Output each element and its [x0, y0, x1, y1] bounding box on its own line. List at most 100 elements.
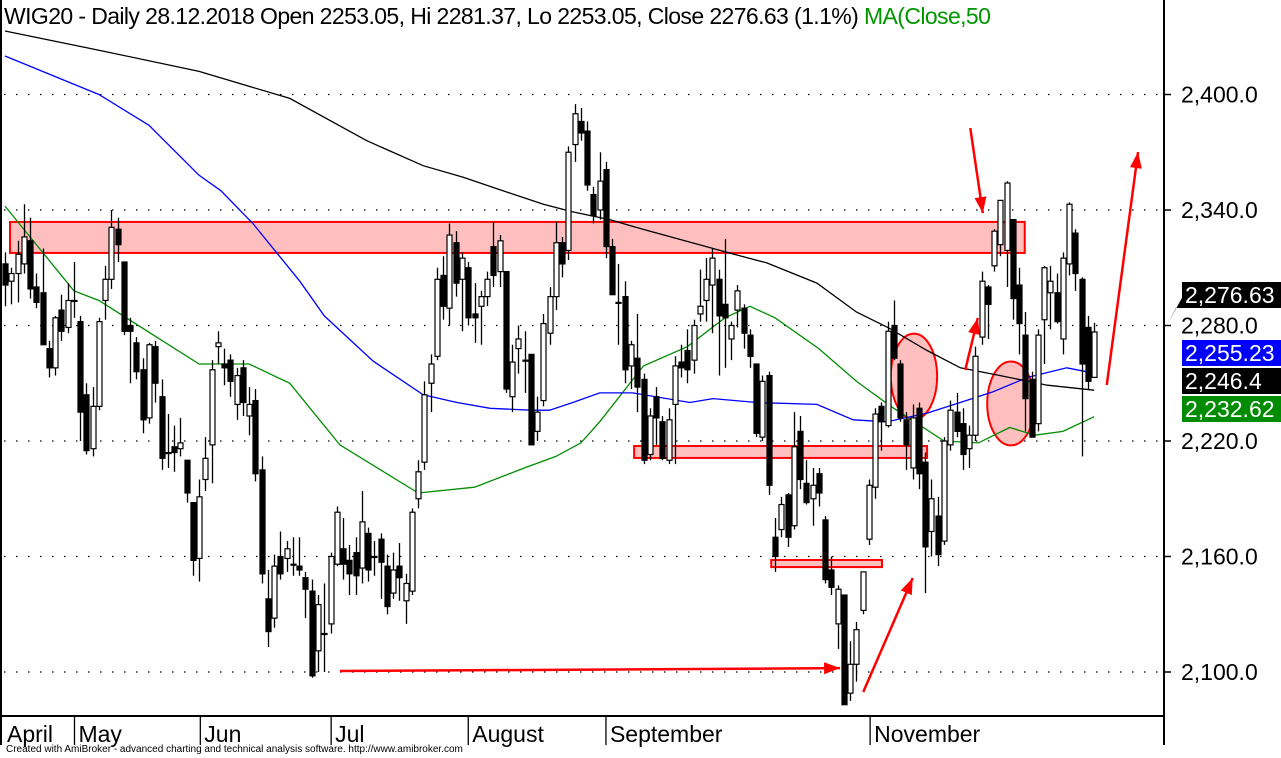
candle: [490, 221, 497, 287]
candle: [290, 537, 297, 576]
candle-body-up: [734, 290, 741, 311]
candle: [753, 363, 760, 438]
candle-body-up: [234, 374, 241, 406]
candle-body-up: [415, 471, 422, 500]
candle-body-up: [315, 604, 322, 652]
candle-body-down: [296, 565, 303, 571]
candle-body-down: [227, 359, 234, 382]
candle: [1072, 229, 1079, 291]
candle-body-up: [202, 457, 209, 481]
candle-body-up: [446, 234, 453, 309]
candle-body-down: [753, 363, 760, 434]
candle-body-up: [1091, 331, 1098, 378]
month-label: Jun: [204, 721, 241, 747]
candle: [65, 283, 72, 334]
candle: [296, 537, 303, 576]
candle-body-up: [522, 359, 529, 362]
candle-body-down: [465, 267, 472, 319]
candle: [77, 315, 84, 441]
candle-body-up: [96, 321, 103, 407]
candle: [791, 412, 798, 530]
candle: [340, 518, 347, 580]
candle: [146, 342, 153, 424]
candle: [810, 467, 817, 526]
candle-body-up: [697, 305, 704, 315]
annotation-zones: [9, 220, 1036, 569]
candle-body-up: [534, 411, 541, 432]
candle: [672, 356, 679, 465]
candle: [21, 204, 28, 274]
candle: [440, 256, 447, 320]
candle: [647, 408, 654, 461]
candle-body-up: [102, 278, 109, 302]
candle: [1016, 267, 1023, 355]
candle-body-up: [966, 434, 973, 450]
candle: [928, 479, 935, 557]
candle: [202, 437, 209, 492]
candle-body-up: [515, 338, 522, 350]
candle-body-down: [1029, 378, 1036, 438]
ma50-price-label: 2,232.62: [1182, 396, 1281, 422]
x-axis: April May Jun Jul August September November: [0, 716, 981, 747]
candle: [565, 146, 572, 261]
month-label: Jul: [335, 721, 364, 747]
candle: [1047, 265, 1054, 330]
candle-body-up: [196, 496, 203, 560]
candle-body-down: [659, 421, 666, 459]
candle-body-up: [1004, 182, 1011, 252]
candle: [885, 321, 892, 428]
candle: [853, 621, 860, 682]
candle-body-down: [365, 532, 372, 571]
candle: [121, 261, 128, 336]
candle-body-down: [954, 411, 961, 432]
candle: [27, 217, 34, 299]
candle: [71, 261, 78, 318]
candle: [641, 373, 648, 465]
candle-body-up: [1047, 280, 1054, 294]
candle-body-up: [428, 363, 435, 384]
candle-body-down: [302, 577, 309, 590]
candle: [634, 313, 641, 413]
arrowhead-icon: [974, 196, 987, 214]
candle-body-up: [847, 663, 854, 694]
candle: [127, 317, 134, 384]
candle-body-down: [785, 494, 792, 538]
candle-body-down: [684, 349, 691, 371]
candle: [428, 354, 435, 413]
candle: [910, 404, 917, 480]
candle: [284, 541, 291, 572]
candle: [309, 579, 316, 678]
candle: [8, 267, 15, 305]
candle-body-down: [1022, 334, 1029, 400]
resistance-support-zone: [633, 445, 929, 459]
candle-body-up: [572, 113, 579, 146]
candle: [46, 340, 53, 378]
y-tick-label: 2,220.0: [1181, 428, 1258, 454]
candle-body-down: [816, 473, 823, 494]
candle: [40, 248, 47, 346]
candle: [259, 456, 266, 584]
candle: [515, 325, 522, 374]
candle: [1066, 202, 1073, 276]
candle-body-down: [797, 430, 804, 481]
candle: [1022, 312, 1029, 432]
candle: [841, 594, 848, 706]
candle-body-down: [803, 482, 810, 504]
candle-body-up: [246, 403, 253, 417]
candle-body-down: [828, 569, 835, 588]
candle-body-up: [108, 226, 115, 280]
candle: [528, 353, 535, 446]
candle-body-down: [453, 242, 460, 284]
candle: [221, 348, 228, 386]
candle: [453, 231, 460, 297]
candle: [1085, 315, 1092, 390]
candle-body-up: [215, 342, 222, 348]
month-label: November: [874, 721, 980, 747]
candle: [265, 569, 272, 647]
candle: [152, 340, 159, 403]
candle: [847, 641, 854, 701]
candle: [747, 329, 754, 368]
candle: [108, 210, 115, 289]
candle-body-up: [8, 272, 15, 282]
candle: [1060, 252, 1067, 355]
